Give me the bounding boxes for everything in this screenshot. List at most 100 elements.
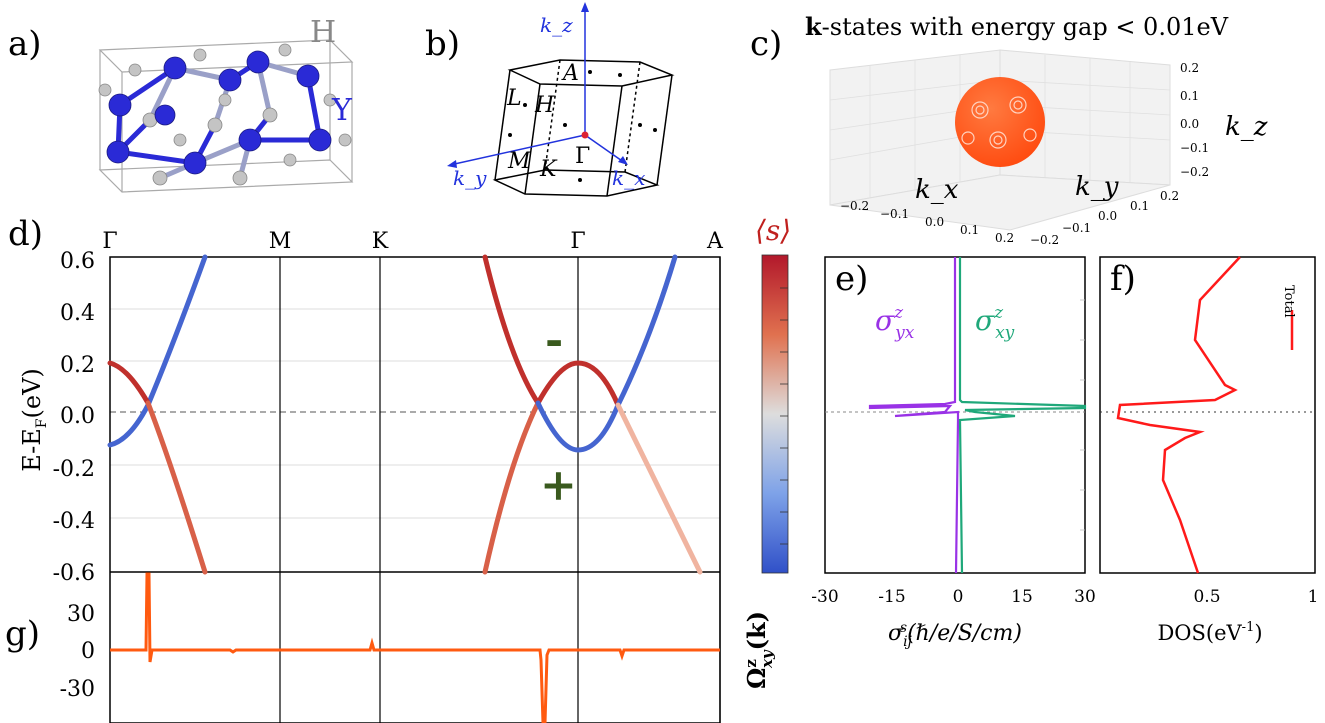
panel-b-brillouin-zone: b) k_z k_y k_x A L H M K [425,2,675,197]
d-k-k: K [372,229,389,254]
kstate-sphere [955,77,1045,167]
colorbar-label: ⟨s⟩ [755,214,791,247]
svg-text:0.2: 0.2 [60,353,95,378]
band-kga-2b [535,400,621,453]
bz-point-m: M [507,149,531,174]
bz-point-labels: A L H M K Γ [506,61,590,182]
g-y-ticks: 30 0 -30 [60,602,95,702]
svg-text:0.1: 0.1 [1130,199,1149,213]
svg-text:30: 30 [1074,587,1096,607]
svg-text:1: 1 [1308,587,1319,607]
d-k-m: M [269,229,292,254]
panel-a-crystal: a) [8,15,354,193]
band-kga-2c [615,402,703,575]
svg-text:-0.2: -0.2 [53,457,95,482]
svg-text:0.1: 0.1 [1180,89,1199,103]
d-frame [109,256,721,723]
svg-text:-30: -30 [811,587,838,607]
unit-cell-box [98,39,354,193]
sphere-pattern [961,96,1037,149]
bz-point-a: A [561,61,579,86]
3d-ylabel: k_y [1075,172,1119,202]
svg-text:0.0: 0.0 [60,404,95,429]
3d-zlabel: k_z [1225,112,1268,142]
bz-point-h: H [534,93,555,118]
svg-text:0.6: 0.6 [60,249,95,274]
e-x-ticks: -30 -15 0 15 30 [811,587,1096,607]
d-gridlines [110,308,720,519]
svg-text:-0.6: -0.6 [53,561,95,586]
panel-a-label: a) [8,24,42,64]
d-y-ticks: 0.6 0.4 0.2 0.0 -0.2 -0.4 -0.6 [53,249,95,586]
panel-e-conductivity: e) σz yx σz xy -30 -15 0 15 30 σijs(ℏ/e/S/… [811,256,1096,650]
d-ylabel: E-EF(eV) [18,368,50,472]
svg-text:0.5: 0.5 [1193,587,1220,607]
svg-text:-0.4: -0.4 [53,509,95,534]
bz-point-gamma: Γ [575,144,590,169]
band-gm-2a [107,360,151,406]
d-k-gamma2: Γ [570,229,585,254]
atom-h-label: H [310,15,336,50]
d-minus-sign: - [545,315,563,366]
g-ylabel: Ωzxy(k) [742,611,776,689]
bz-axis-ky: k_y [453,166,487,190]
panel-b-label: b) [425,24,460,64]
d-kpoint-labels: Γ M K Γ A [102,229,724,254]
3d-y-ticks: −0.2 −0.1 0.0 0.1 0.2 [1030,189,1179,247]
3d-grid [829,55,1171,198]
svg-text:−0.2: −0.2 [1180,165,1209,179]
svg-text:0.4: 0.4 [60,301,95,326]
band-kga-1 [482,254,621,408]
bz-point-k: K [539,157,558,182]
h-atoms [98,43,352,186]
bz-dots [508,70,657,182]
bz-hexagonal-prism [492,59,675,197]
d-plus-sign: + [540,460,577,511]
d-band-lines [107,254,703,575]
e-sxy-curve [958,257,1087,574]
panel-e-label: e) [835,259,868,299]
colorbar: ⟨s⟩ [755,214,791,574]
e-syx-curve [868,257,960,574]
svg-text:30: 30 [67,602,95,627]
f-frame [1099,256,1316,574]
svg-text:−0.1: −0.1 [880,207,909,221]
3d-z-ticks: 0.2 0.1 0.0 −0.1 −0.2 [1180,61,1209,179]
svg-text:−0.2: −0.2 [840,199,869,213]
band-kga-2a [482,400,541,575]
bz-axis-kx: k_x [612,166,645,190]
bz-axis-kz: k_z [540,13,573,37]
e-legend-sxy: σz xy [975,303,1015,343]
panel-c-label: c) [750,24,782,64]
svg-text:0.2: 0.2 [995,231,1014,245]
f-dos-curve [1116,256,1241,574]
d-k-a: A [706,229,724,254]
f-x-ticks: 0.5 1 [1193,587,1318,607]
panel-d-bands: d) Γ M K Γ A [8,214,724,723]
svg-text:0.0: 0.0 [1180,117,1199,131]
bz-point-l: L [506,86,522,111]
panel-c-kstates: c) k-states with energy gap < 0.01eV 0.2 [750,12,1268,247]
d-k-gamma1: Γ [102,229,117,254]
y-atoms [106,50,332,175]
svg-text:−0.2: −0.2 [1030,233,1059,247]
3d-x-ticks: −0.2 −0.1 0.0 0.1 0.2 [840,199,1014,245]
f-legend-label: Total [1281,285,1296,318]
svg-text:0.0: 0.0 [1098,209,1117,223]
panel-f-label: f) [1110,259,1136,299]
svg-text:0.1: 0.1 [960,223,979,237]
band-gm-2b [145,400,208,575]
panel-d-label: d) [8,214,43,254]
svg-text:-30: -30 [60,677,95,702]
panel-f-dos: f) Total 0.5 1 DOS(eV-1) [1099,256,1318,645]
f-xlabel: DOS(eV-1) [1157,620,1262,645]
panel-c-title: k-states with energy gap < 0.01eV [805,12,1229,41]
svg-text:0.2: 0.2 [1160,189,1179,203]
svg-text:0: 0 [953,587,964,607]
panel-g-label: g) [5,614,40,654]
svg-text:0.2: 0.2 [1180,61,1199,75]
svg-text:0: 0 [81,639,95,664]
svg-text:15: 15 [1011,587,1033,607]
svg-text:0.0: 0.0 [925,215,944,229]
